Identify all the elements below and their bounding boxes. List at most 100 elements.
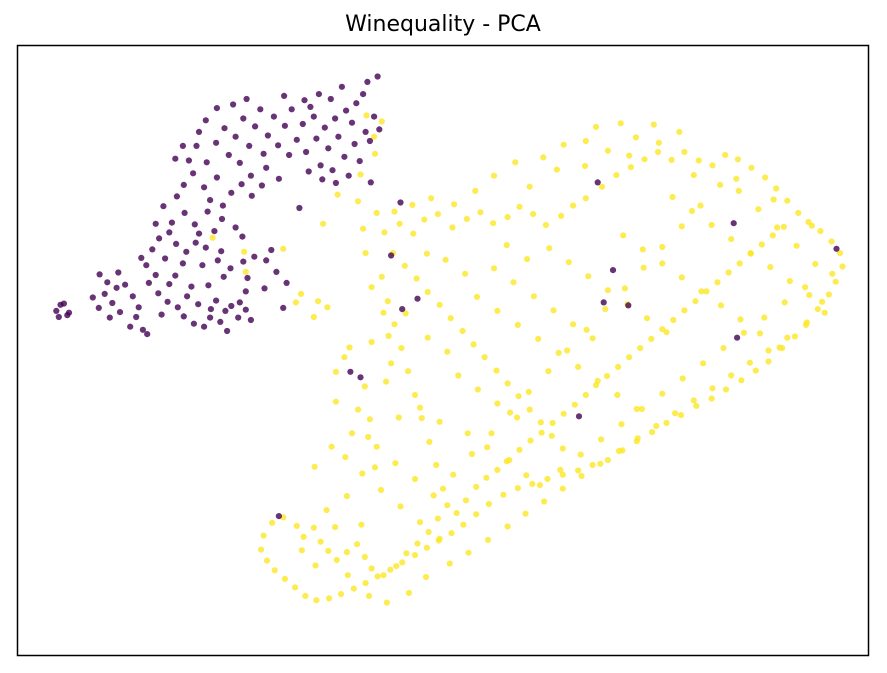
- scatter-point: [332, 368, 339, 375]
- scatter-point: [425, 528, 432, 536]
- scatter-point: [307, 103, 314, 110]
- scatter-point: [361, 383, 368, 390]
- scatter-point: [401, 262, 408, 269]
- scatter-point: [814, 306, 821, 313]
- scatter-point: [360, 91, 367, 98]
- scatter-point: [698, 288, 705, 295]
- scatter-point: [626, 152, 633, 159]
- scatter-point: [399, 306, 406, 313]
- scatter-point: [221, 125, 228, 132]
- plot-frame: [16, 44, 870, 657]
- scatter-point: [614, 391, 621, 399]
- scatter-point: [302, 592, 309, 600]
- scatter-point: [391, 208, 398, 215]
- marker-layer: [53, 73, 846, 606]
- scatter-point: [202, 244, 209, 251]
- scatter-point: [397, 199, 404, 206]
- scatter-point: [589, 335, 596, 342]
- scatter-point: [490, 172, 498, 179]
- scatter-point: [592, 123, 600, 131]
- scatter-point: [180, 313, 187, 320]
- scatter-point: [548, 432, 555, 439]
- scatter-point: [669, 193, 676, 201]
- scatter-point: [602, 306, 609, 313]
- scatter-point: [354, 406, 362, 413]
- scatter-point: [485, 500, 492, 508]
- scatter-point: [504, 523, 511, 530]
- scatter-point: [362, 250, 369, 257]
- scatter-point: [819, 298, 826, 305]
- scatter-point: [218, 248, 225, 255]
- scatter-point: [405, 368, 412, 375]
- scatter-point: [648, 335, 655, 342]
- scatter-point: [410, 230, 417, 237]
- scatter-point: [424, 334, 431, 341]
- scatter-point: [129, 293, 136, 300]
- scatter-point: [273, 268, 280, 275]
- scatter-point: [190, 320, 197, 327]
- scatter-point: [413, 275, 420, 282]
- scatter-point: [240, 258, 247, 265]
- scatter-point: [366, 416, 373, 423]
- scatter-point: [368, 565, 375, 572]
- scatter-point: [740, 329, 748, 336]
- scatter-point: [776, 344, 783, 351]
- scatter-point: [263, 557, 271, 564]
- scatter-point: [681, 148, 688, 156]
- scatter-point: [416, 519, 424, 526]
- scatter-point: [802, 321, 810, 328]
- scatter-point: [589, 461, 596, 469]
- scatter-point: [381, 229, 388, 236]
- scatter-point: [252, 123, 259, 130]
- scatter-point: [219, 202, 226, 209]
- scatter-point: [424, 288, 431, 296]
- scatter-point: [270, 113, 277, 120]
- scatter-point: [357, 374, 364, 381]
- scatter-point: [403, 550, 410, 557]
- scatter-point: [620, 232, 627, 239]
- scatter-point: [310, 524, 317, 531]
- scatter-point: [334, 191, 341, 198]
- scatter-point: [195, 230, 203, 237]
- scatter-point: [348, 119, 356, 126]
- scatter-point: [368, 338, 375, 346]
- scatter-point: [748, 164, 755, 171]
- scatter-point: [503, 242, 510, 249]
- scatter-point: [791, 333, 799, 340]
- scatter-point: [468, 450, 475, 458]
- scatter-point: [185, 157, 192, 164]
- scatter-point: [597, 460, 604, 467]
- scatter-point: [722, 151, 729, 159]
- scatter-point: [106, 314, 113, 321]
- scatter-point: [325, 547, 332, 555]
- scatter-point: [195, 301, 202, 308]
- scatter-point: [735, 187, 742, 194]
- scatter-point: [383, 599, 390, 606]
- scatter-point: [260, 150, 267, 157]
- scatter-point: [384, 298, 391, 305]
- scatter-point: [133, 313, 140, 321]
- scatter-point: [530, 293, 538, 300]
- scatter-point: [313, 597, 320, 604]
- scatter-point: [365, 592, 373, 600]
- scatter-point: [327, 95, 334, 103]
- scatter-point: [201, 323, 208, 330]
- scatter-point: [301, 97, 308, 104]
- scatter-point: [164, 298, 171, 305]
- scatter-point: [362, 580, 369, 587]
- scatter-point: [324, 304, 331, 311]
- scatter-point: [634, 435, 641, 442]
- scatter-point: [559, 471, 566, 478]
- scatter-point: [564, 347, 571, 354]
- scatter-point: [115, 269, 122, 276]
- scatter-point: [571, 401, 578, 408]
- scatter-point: [232, 133, 239, 140]
- scatter-point: [393, 563, 400, 570]
- scatter-point: [738, 377, 745, 384]
- scatter-point: [494, 307, 501, 314]
- scatter-point: [559, 445, 566, 452]
- scatter-point: [244, 274, 251, 282]
- scatter-point: [179, 260, 186, 267]
- scatter-point: [281, 575, 288, 583]
